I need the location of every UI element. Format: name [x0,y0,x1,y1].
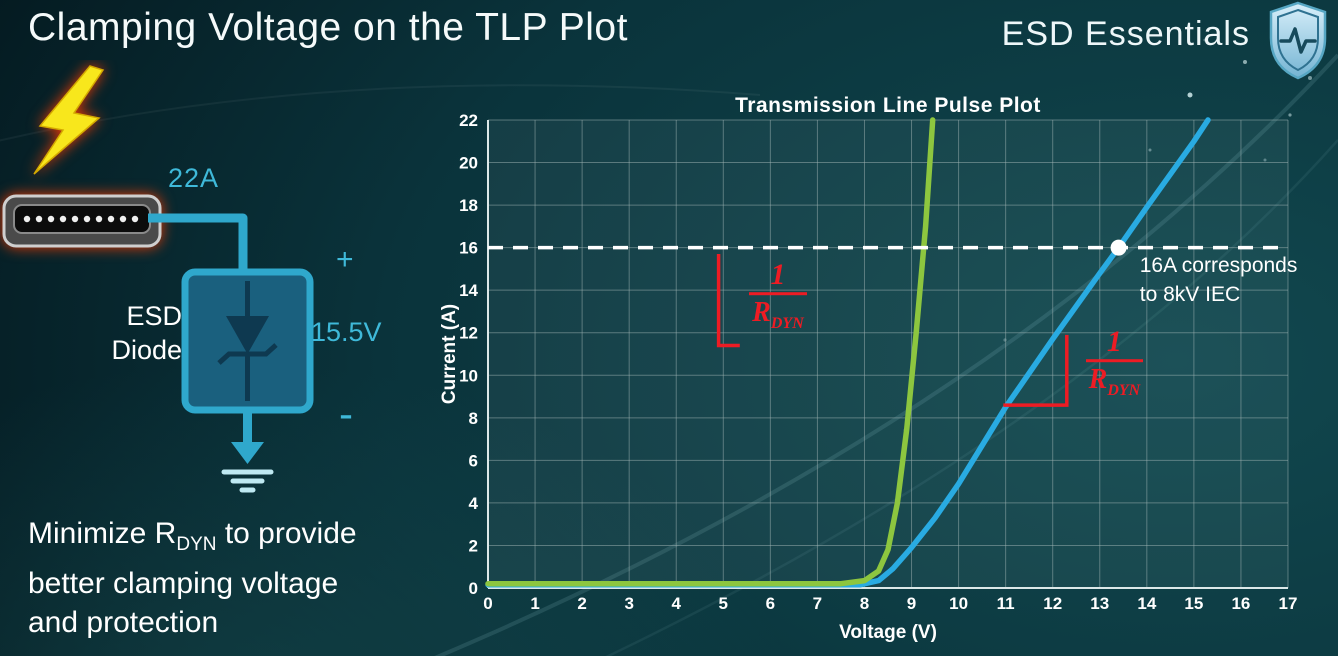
connector-pins [23,215,139,223]
rdyn-slope-label-green: 1 RDYN [749,257,807,340]
tlp-chart: 0 1 2 3 4 5 6 7 8 9 10 11 12 13 14 15 16 17 0 2 4 6 8 10 12 14 16 1… [440,95,1338,656]
svg-text:10: 10 [459,366,478,385]
y-tick-labels: 0 2 4 6 8 10 12 14 16 18 20 22 [459,111,478,598]
y-axis-label: Current (A) [440,304,460,404]
plus-polarity-label: + [336,243,354,276]
brand-title: ESD Essentials [1001,15,1250,53]
note-line1: Minimize RDYN to provide [28,517,357,555]
iec-label-line1: 16A corresponds [1139,253,1298,277]
svg-text:0: 0 [469,579,478,598]
svg-text:4: 4 [469,494,479,513]
ground-symbol [221,410,274,493]
svg-text:8: 8 [860,594,869,613]
surge-wire [148,213,248,274]
svg-text:14: 14 [1137,594,1156,613]
svg-text:4: 4 [672,594,682,613]
takeaway-note: Minimize RDYN to provide better clamping… [28,514,357,642]
tlp-plot: 0 1 2 3 4 5 6 7 8 9 10 11 12 13 14 15 16 1702468101214161… [440,95,1297,643]
note-line3: and protection [28,606,219,639]
svg-text:16: 16 [1231,594,1250,613]
fraction-denominator: RDYN [1085,358,1144,407]
svg-text:20: 20 [459,154,478,173]
svg-text:12: 12 [459,324,478,343]
zener-diode-symbol [217,281,278,401]
fraction-denominator: RDYN [749,291,807,340]
svg-text:22: 22 [459,111,478,130]
esd-strike-diagram [2,65,314,493]
svg-text:10: 10 [949,594,968,613]
svg-text:12: 12 [1043,594,1062,613]
heartbeat-pulse-icon [1279,27,1317,54]
svg-text:2: 2 [577,594,586,613]
iec-correspondence-label: 16A corresponds to 8kV IEC [1140,251,1298,309]
x-tick-labels: 0 1 2 3 4 5 6 7 8 9 10 11 12 13 14 15 16 17 [483,594,1297,613]
iec-label-line2: to 8kV IEC [1139,282,1241,306]
svg-text:1: 1 [530,594,539,613]
svg-text:0: 0 [483,594,492,613]
green-curve-lower-rdyn [485,117,936,587]
svg-text:18: 18 [459,196,478,215]
fraction-numerator: 1 [1106,324,1122,358]
svg-text:14: 14 [459,281,478,300]
clamp-voltage-label: 15.5V [311,317,382,347]
svg-text:17: 17 [1279,594,1298,613]
svg-text:13: 13 [1090,594,1109,613]
slide-title: Clamping Voltage on the TLP Plot [28,6,628,49]
green-slope-callout [716,254,740,348]
plot-area [488,120,1288,588]
svg-text:3: 3 [624,594,633,613]
note-line2: better clamping voltage [28,567,339,600]
svg-text:16: 16 [459,239,478,258]
svg-text:9: 9 [907,594,916,613]
fraction-numerator: 1 [770,257,786,291]
svg-text:15: 15 [1184,594,1203,613]
surge-current-label: 22A [168,163,220,193]
svg-text:11: 11 [997,594,1015,613]
esd-diode-label: ESD Diode [88,299,182,367]
blue-curve-higher-rdyn [485,117,1211,588]
lightning-bolt-icon [33,65,105,175]
hdmi-connector-icon [2,194,162,248]
svg-text:6: 6 [469,451,478,470]
svg-text:2: 2 [469,536,478,555]
svg-text:5: 5 [719,594,728,613]
esd-shield-logo-icon [1269,1,1327,80]
x-axis-label: Voltage (V) [839,622,937,643]
svg-text:7: 7 [813,594,822,613]
svg-text:6: 6 [766,594,775,613]
minus-polarity-label: - [339,390,353,437]
esd-diode-label-line2: Diode [111,335,182,365]
shield-inner-outline [1277,8,1319,72]
grid-lines [487,119,1289,589]
blue-slope-callout [1003,334,1069,407]
esd-strike-group [2,65,162,248]
rdyn-slope-label-blue: 1 RDYN [1085,324,1144,407]
svg-text:8: 8 [469,409,478,428]
chart-title: Transmission Line Pulse Plot [735,95,1041,117]
esd-diode-label-line1: ESD [126,301,182,331]
iec-level-marker [1110,239,1127,256]
